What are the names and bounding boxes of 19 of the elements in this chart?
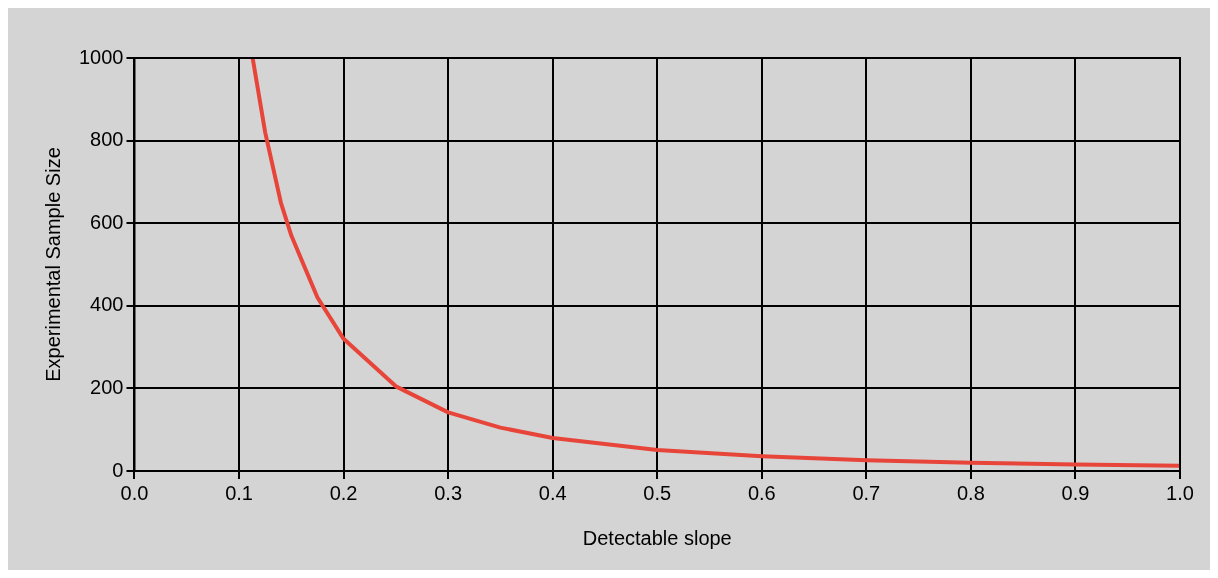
y-tick-label: 800 — [90, 128, 124, 151]
y-tick-label: 400 — [90, 293, 124, 316]
x-tick-label: 0.9 — [1061, 481, 1090, 504]
y-axis-title: Experimental Sample Size — [41, 147, 64, 382]
y-tick-label: 200 — [90, 375, 124, 398]
x-axis-title: Detectable slope — [582, 526, 732, 549]
x-tick-label: 0.6 — [747, 481, 776, 504]
x-tick-label: 0.3 — [434, 481, 463, 504]
x-tick-label: 0.5 — [643, 481, 672, 504]
x-tick-label: 0.8 — [956, 481, 985, 504]
y-tick-label: 0 — [112, 458, 124, 481]
x-tick-label: 0.7 — [852, 481, 881, 504]
x-tick-label: 0.4 — [538, 481, 567, 504]
x-tick-label: 0.1 — [225, 481, 253, 504]
x-tick-label: 0.0 — [120, 481, 149, 504]
y-tick-label: 600 — [90, 210, 124, 233]
x-tick-label: 0.2 — [329, 481, 358, 504]
y-tick-label: 1000 — [78, 45, 124, 68]
x-tick-label: 1.0 — [1166, 481, 1194, 504]
